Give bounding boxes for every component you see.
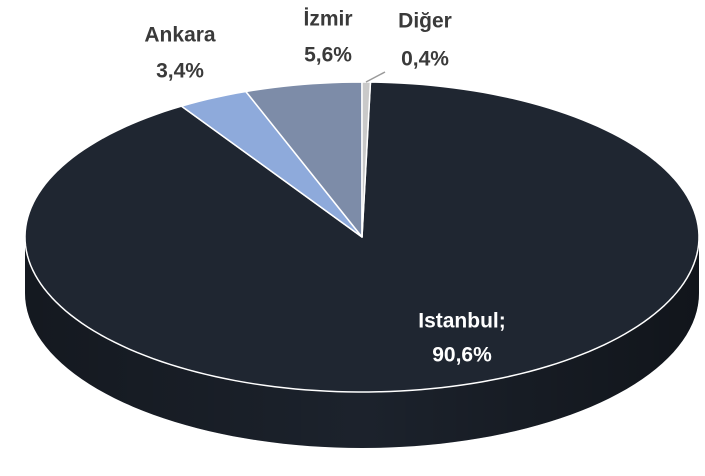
slice-label: Ankara (144, 24, 216, 47)
slice-value: 5,6% (304, 44, 352, 67)
pie-tops (24, 81, 700, 393)
slice-label: Istanbul; (418, 310, 506, 333)
pie-sides (25, 237, 699, 448)
leader-line (365, 71, 386, 83)
slice-value: 90,6% (432, 344, 492, 367)
slice-side-shade (25, 237, 699, 448)
slice (180, 90, 363, 238)
slice-value: 0,4% (401, 48, 449, 71)
slice (245, 81, 363, 238)
slice-value: 3,4% (156, 60, 204, 83)
slice-label: Diğer (398, 10, 452, 33)
slice-label: İzmir (303, 8, 352, 31)
labels: Istanbul; 90,6% Ankara 3,4% İzmir 5,6% Diğer 0,… (144, 8, 505, 367)
